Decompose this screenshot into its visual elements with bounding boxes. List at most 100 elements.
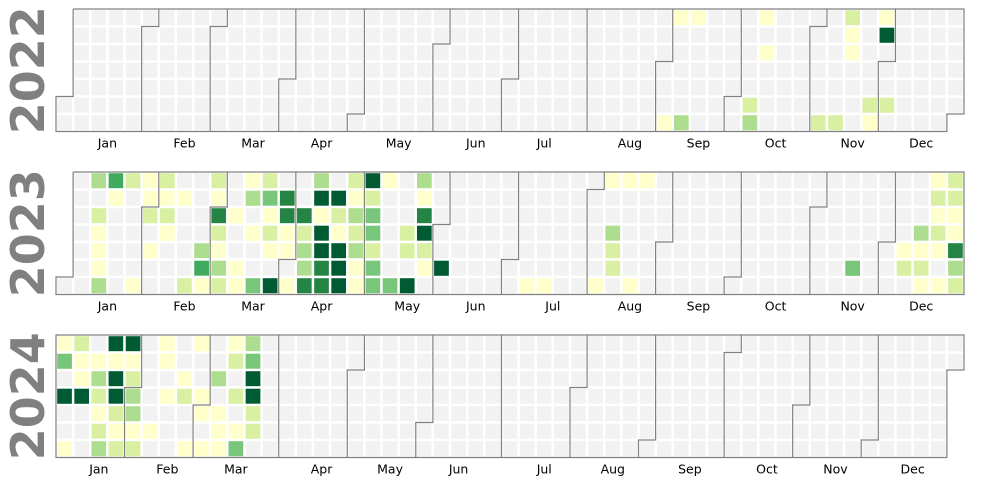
day-cell-empty <box>157 421 178 442</box>
day-cell-2024-02-25 <box>174 438 195 459</box>
day-cell-2024-02-22 <box>174 386 195 407</box>
day-cell-empty <box>448 240 469 261</box>
month-label: Oct <box>765 299 787 314</box>
day-cell-2023-02-28 <box>208 188 229 209</box>
day-cell-empty <box>774 386 794 407</box>
day-cell-2023-04-16 <box>311 275 332 296</box>
month-label: Jan <box>97 136 117 151</box>
day-cell-empty <box>808 258 829 279</box>
day-cell-empty <box>791 223 812 244</box>
day-cell-empty <box>157 60 178 81</box>
day-cell-2023-01-14 <box>89 258 109 279</box>
day-cell-2023-04-30 <box>346 275 366 296</box>
day-cell-empty <box>928 95 949 116</box>
day-cell-2024-03-11 <box>226 333 246 354</box>
day-cell-empty <box>328 351 349 372</box>
day-cell-empty <box>208 42 229 63</box>
day-cell-empty <box>191 351 212 372</box>
month-label: Dec <box>909 136 933 151</box>
day-cell-empty <box>277 403 298 424</box>
day-cell-empty <box>568 258 589 279</box>
day-cell-2023-12-25 <box>945 170 966 191</box>
day-cell-empty <box>740 275 760 296</box>
day-cell-empty <box>825 42 846 63</box>
day-cell-empty <box>705 438 726 459</box>
month-boundary <box>209 9 228 132</box>
day-cell-empty <box>928 333 949 354</box>
day-cell-2022-11-14 <box>842 7 863 28</box>
day-cell-empty <box>585 351 606 372</box>
day-cell-empty <box>705 42 726 63</box>
day-cell-empty <box>89 60 109 81</box>
day-cell-empty <box>722 188 743 209</box>
day-cell-empty <box>808 333 829 354</box>
day-cell-empty <box>363 42 383 63</box>
day-cell-empty <box>705 275 726 296</box>
day-cell-empty <box>740 42 760 63</box>
day-cell-empty <box>774 60 794 81</box>
day-cell-empty <box>174 112 195 133</box>
day-cell-empty <box>688 205 709 226</box>
day-cell-empty <box>414 386 435 407</box>
month-label: Mar <box>241 136 265 151</box>
day-cell-empty <box>568 333 589 354</box>
day-cell-empty <box>448 223 469 244</box>
day-cell-empty <box>277 421 298 442</box>
day-cell-empty <box>928 403 949 424</box>
day-cell-empty <box>585 95 606 116</box>
day-cell-empty <box>106 240 126 261</box>
day-cell-empty <box>294 333 315 354</box>
day-cell-empty <box>328 112 349 133</box>
day-cell-empty <box>123 205 143 226</box>
day-cell-2022-09-04 <box>654 112 674 133</box>
day-cell-empty <box>328 7 349 28</box>
day-cell-2024-01-10 <box>71 368 92 389</box>
day-cell-empty <box>808 170 829 191</box>
day-cell-empty <box>89 95 109 116</box>
day-cell-empty <box>483 95 503 116</box>
day-cell-2024-03-17 <box>226 438 246 459</box>
day-cell-empty <box>465 386 486 407</box>
day-cell-empty <box>328 170 349 191</box>
day-cell-2023-05-14 <box>380 275 400 296</box>
day-cell-empty <box>140 333 160 354</box>
day-cell-empty <box>757 112 777 133</box>
day-cell-empty <box>860 421 880 442</box>
day-cell-empty <box>894 112 914 133</box>
day-cell-empty <box>191 42 212 63</box>
day-cell-2024-03-12 <box>226 351 246 372</box>
day-cell-2023-02-26 <box>191 275 212 296</box>
day-cell-empty <box>483 351 503 372</box>
day-cell-empty <box>534 112 555 133</box>
day-cell-2022-11-15 <box>842 25 863 46</box>
day-cell-empty <box>722 240 743 261</box>
day-cell-empty <box>260 95 280 116</box>
day-cell-empty <box>380 240 400 261</box>
day-cell-empty <box>500 77 520 98</box>
day-cell-2024-03-19 <box>243 351 263 372</box>
day-cell-empty <box>397 188 417 209</box>
day-cell-empty <box>414 275 435 296</box>
day-cell-empty <box>500 7 520 28</box>
day-cell-empty <box>722 368 743 389</box>
day-cell-empty <box>140 258 160 279</box>
day-cell-empty <box>191 170 212 191</box>
day-cell-empty <box>243 25 263 46</box>
day-cell-empty <box>123 77 143 98</box>
day-cell-empty <box>397 60 417 81</box>
day-cell-2023-01-12 <box>89 223 109 244</box>
day-cell-empty <box>911 112 931 133</box>
day-cell-empty <box>654 275 674 296</box>
day-cell-empty <box>774 170 794 191</box>
day-cell-empty <box>911 205 931 226</box>
day-cell-empty <box>294 7 315 28</box>
day-cell-empty <box>774 421 794 442</box>
day-cell-empty <box>620 438 640 459</box>
day-cell-empty <box>808 188 829 209</box>
day-cell-empty <box>705 421 726 442</box>
day-cell-empty <box>654 351 674 372</box>
day-cell-empty <box>363 368 383 389</box>
day-cell-empty <box>757 223 777 244</box>
day-cell-empty <box>688 421 709 442</box>
